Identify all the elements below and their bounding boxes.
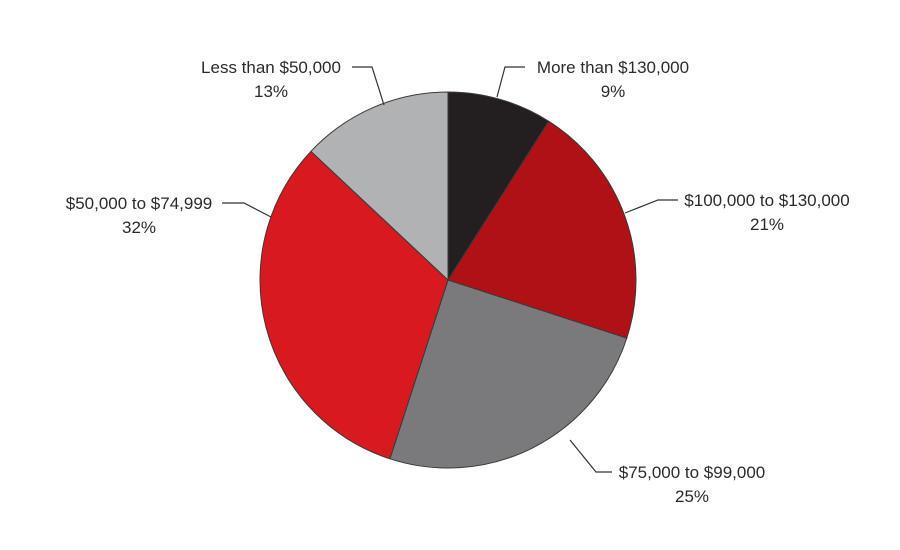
leader-line-75000-to-99000 [569,439,612,473]
leader-line-more-than-130000 [496,66,525,98]
value-100000-to-130000: 21% [750,215,784,234]
label-less-than-50000: Less than $50,000 [201,58,341,77]
pie-slices [259,91,637,469]
label-75000-to-99000: $75,000 to $99,000 [619,463,766,482]
label-more-than-130000: More than $130,000 [537,58,689,77]
value-more-than-130000: 9% [601,82,626,101]
value-75000-to-99000: 25% [675,487,709,506]
pie-slice-50-000-to-74-999 [259,150,449,460]
leader-line-50000-to-74999 [222,202,272,218]
leader-lines [222,66,678,473]
value-less-than-50000: 13% [254,82,288,101]
label-50000-to-74999: $50,000 to $74,999 [66,194,213,213]
label-100000-to-130000: $100,000 to $130,000 [684,191,849,210]
pie-slice-75-000-to-99-000 [389,279,628,469]
leader-line-100000-to-130000 [624,199,678,214]
pie-slice-more-than-130-000 [447,91,550,282]
pie-slice-100-000-to-130-000 [447,120,637,339]
slice-labels: More than $130,000 9% $100,000 to $130,0… [66,58,850,506]
pie-slice-less-than-50-000 [310,91,449,282]
leader-line-less-than-50000 [352,66,385,106]
value-50000-to-74999: 32% [122,218,156,237]
